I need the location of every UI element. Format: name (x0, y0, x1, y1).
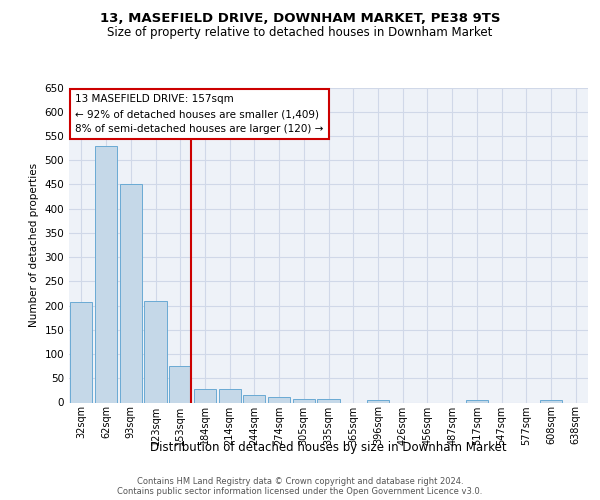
Bar (367, 400, 389, 402)
Text: Size of property relative to detached houses in Downham Market: Size of property relative to detached ho… (107, 26, 493, 39)
Bar (466, 400, 488, 402)
Bar (293, 399, 315, 402)
Bar (243, 395, 265, 402)
Bar (95, 146, 117, 402)
Bar (70, 302, 92, 402)
Text: 13 MASEFIELD DRIVE: 157sqm
← 92% of detached houses are smaller (1,409)
8% of se: 13 MASEFIELD DRIVE: 157sqm ← 92% of deta… (75, 94, 323, 134)
Bar (169, 366, 191, 403)
Bar (317, 399, 340, 402)
Text: 13, MASEFIELD DRIVE, DOWNHAM MARKET, PE38 9TS: 13, MASEFIELD DRIVE, DOWNHAM MARKET, PE3… (100, 12, 500, 26)
Bar (194, 390, 216, 402)
Text: Distribution of detached houses by size in Downham Market: Distribution of detached houses by size … (151, 441, 507, 454)
Y-axis label: Number of detached properties: Number of detached properties (29, 163, 39, 327)
Bar (540, 400, 562, 402)
Bar (218, 390, 241, 402)
Text: Contains HM Land Registry data © Crown copyright and database right 2024.: Contains HM Land Registry data © Crown c… (137, 476, 463, 486)
Text: Contains public sector information licensed under the Open Government Licence v3: Contains public sector information licen… (118, 486, 482, 496)
Bar (145, 300, 167, 402)
Bar (268, 396, 290, 402)
Bar (119, 184, 142, 402)
